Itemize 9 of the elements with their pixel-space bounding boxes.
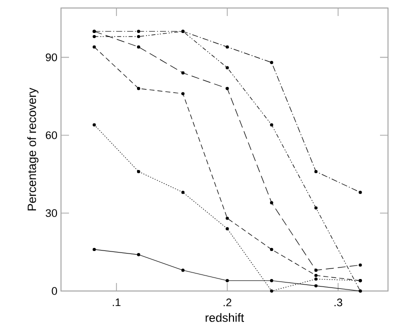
y-tick-label: 30 <box>46 209 58 217</box>
y-tick-label: 0 <box>52 287 58 295</box>
y-axis-title: Percentage of recovery <box>27 88 38 210</box>
x-axis-title: redshift <box>206 313 244 322</box>
x-tick-label: .3 <box>334 298 342 306</box>
y-tick-label: 60 <box>46 131 58 140</box>
y-tick-label: 90 <box>46 53 58 62</box>
x-tick-label: .2 <box>224 298 232 306</box>
x-tick-label: .1 <box>112 298 120 306</box>
